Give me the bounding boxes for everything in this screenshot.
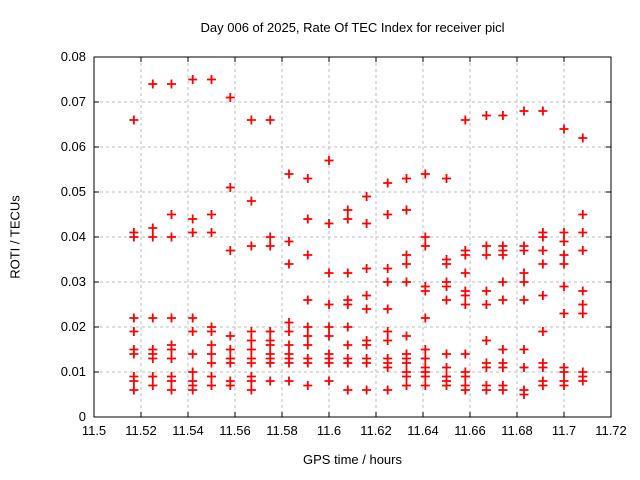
y-tick-label: 0.04 bbox=[60, 229, 86, 244]
y-tick-label: 0.08 bbox=[60, 49, 86, 64]
x-tick-label: 11.52 bbox=[125, 423, 157, 438]
y-tick-label: 0 bbox=[78, 409, 86, 424]
x-tick-label: 11.7 bbox=[551, 423, 577, 438]
y-tick-label: 0.02 bbox=[60, 319, 86, 334]
axis-ticks bbox=[93, 56, 612, 418]
x-tick-label: 11.6 bbox=[316, 423, 342, 438]
chart-title: Day 006 of 2025, Rate Of TEC Index for r… bbox=[200, 20, 505, 35]
y-tick-label: 0.03 bbox=[60, 274, 86, 289]
x-tick-label: 11.68 bbox=[501, 423, 533, 438]
y-axis-label: ROTI / TECUs bbox=[7, 195, 23, 279]
x-tick-label: 11.64 bbox=[407, 423, 439, 438]
y-tick-label: 0.05 bbox=[60, 184, 86, 199]
data-point-markers bbox=[129, 75, 588, 399]
y-tick-label: 0.01 bbox=[60, 364, 86, 379]
x-tick-label: 11.56 bbox=[219, 423, 251, 438]
x-tick-label: 11.62 bbox=[360, 423, 392, 438]
x-tick-label: 11.54 bbox=[172, 423, 204, 438]
x-tick-label: 11.58 bbox=[266, 423, 298, 438]
y-tick-label: 0.07 bbox=[60, 94, 86, 109]
y-tick-label: 0.06 bbox=[60, 139, 86, 154]
x-tick-label: 11.72 bbox=[595, 423, 627, 438]
x-tick-label: 11.5 bbox=[81, 423, 107, 438]
x-axis-label: GPS time / hours bbox=[303, 452, 402, 467]
x-tick-label: 11.66 bbox=[454, 423, 486, 438]
